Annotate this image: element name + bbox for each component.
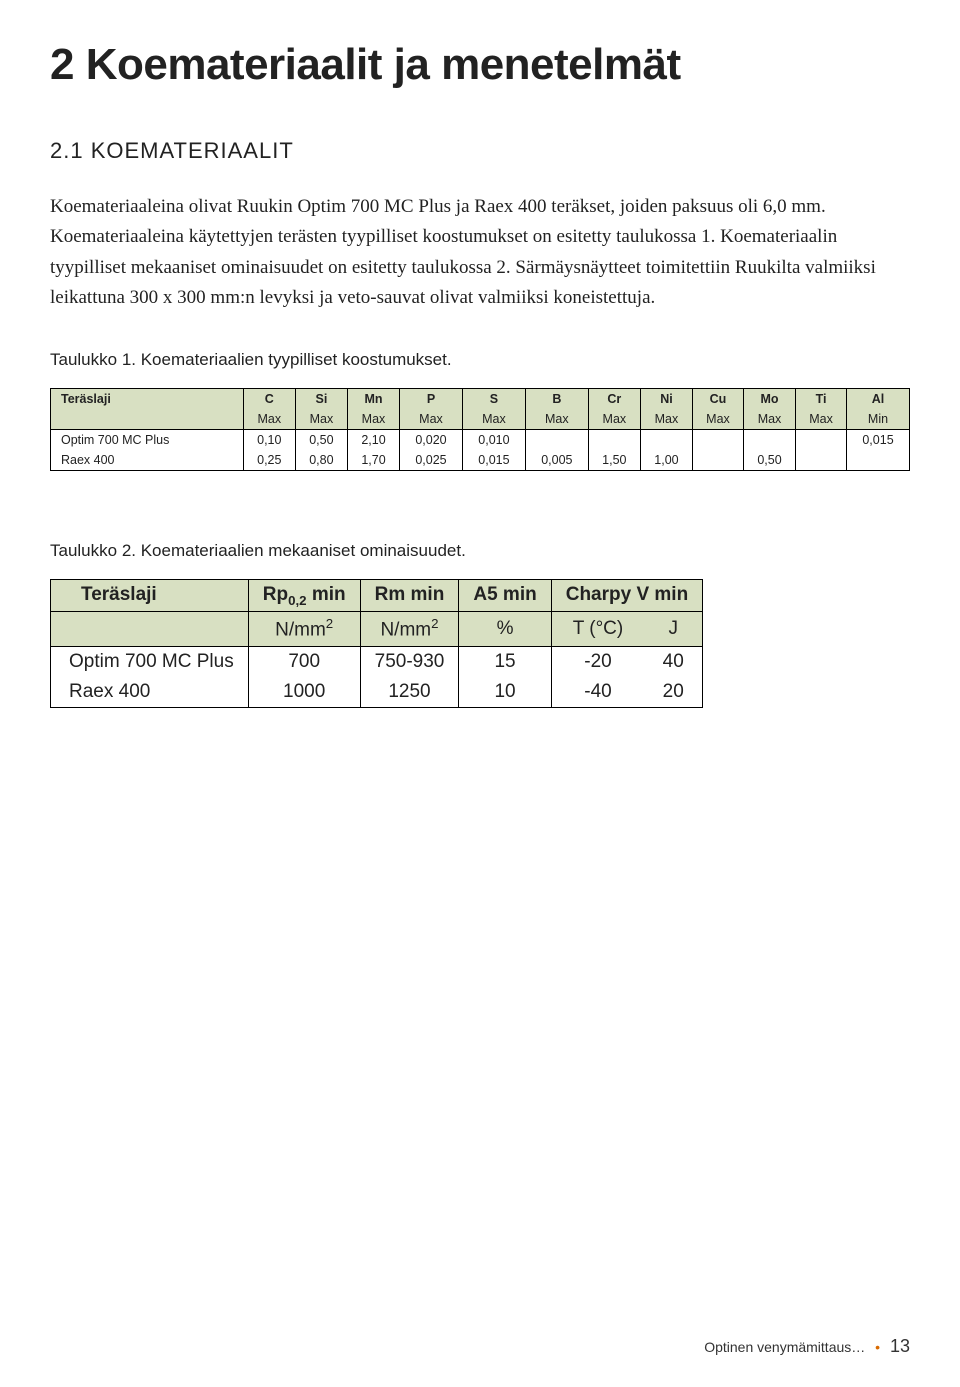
t1-unit-0 bbox=[51, 409, 244, 430]
page-footer: Optinen venymämittaus… • 13 bbox=[704, 1336, 910, 1357]
table-row: Optim 700 MC Plus 0,10 0,50 2,10 0,020 0… bbox=[51, 429, 910, 450]
table1-caption: Taulukko 1. Koemateriaalien tyypilliset … bbox=[50, 350, 910, 370]
t2-unit-2: N/mm2 bbox=[360, 612, 459, 646]
table2-mechanical: Teräslaji Rp0,2 min Rm min A5 min Charpy… bbox=[50, 579, 703, 708]
t2-unit-0 bbox=[51, 612, 249, 646]
t1-unit-4: Max bbox=[400, 409, 463, 430]
t2-col-4: Charpy V min bbox=[551, 579, 702, 612]
t2-unit-4: T (°C) bbox=[551, 612, 644, 646]
t1-col-10: Mo bbox=[743, 388, 795, 409]
t1-unit-8: Max bbox=[640, 409, 692, 430]
bullet-icon: • bbox=[875, 1339, 880, 1355]
chapter-title: 2 Koemateriaalit ja menetelmät bbox=[50, 40, 910, 90]
t1-unit-6: Max bbox=[525, 409, 588, 430]
footer-text: Optinen venymämittaus… bbox=[704, 1339, 865, 1355]
t1-col-3: Mn bbox=[347, 388, 399, 409]
t1-col-6: B bbox=[525, 388, 588, 409]
table-row: Raex 400 0,25 0,80 1,70 0,025 0,015 0,00… bbox=[51, 450, 910, 471]
t2-unit-5: J bbox=[644, 612, 702, 646]
t1-col-0: Teräslaji bbox=[51, 388, 244, 409]
page-number: 13 bbox=[890, 1336, 910, 1356]
t1-unit-12: Min bbox=[847, 409, 910, 430]
body-text: Koemateriaaleina olivat Ruukin Optim 700… bbox=[50, 192, 910, 314]
t2-col-2: Rm min bbox=[360, 579, 459, 612]
t1-col-7: Cr bbox=[588, 388, 640, 409]
table1-composition: Teräslaji C Si Mn P S B Cr Ni Cu Mo Ti A… bbox=[50, 388, 910, 471]
t1-col-8: Ni bbox=[640, 388, 692, 409]
t2-unit-3: % bbox=[459, 612, 551, 646]
t1-unit-9: Max bbox=[692, 409, 743, 430]
t1-col-5: S bbox=[462, 388, 525, 409]
t2-col-1: Rp0,2 min bbox=[248, 579, 360, 612]
section-title: 2.1 KOEMATERIAALIT bbox=[50, 138, 910, 164]
t2-col-0: Teräslaji bbox=[51, 579, 249, 612]
t1-unit-10: Max bbox=[743, 409, 795, 430]
t1-col-2: Si bbox=[295, 388, 347, 409]
t1-unit-11: Max bbox=[796, 409, 847, 430]
t1-col-12: Al bbox=[847, 388, 910, 409]
t1-col-11: Ti bbox=[796, 388, 847, 409]
t1-unit-3: Max bbox=[347, 409, 399, 430]
table-row: Raex 400 1000 1250 10 -40 20 bbox=[51, 677, 703, 708]
t1-col-4: P bbox=[400, 388, 463, 409]
t1-col-9: Cu bbox=[692, 388, 743, 409]
t1-unit-1: Max bbox=[243, 409, 295, 430]
t1-unit-5: Max bbox=[462, 409, 525, 430]
table-row: Optim 700 MC Plus 700 750-930 15 -20 40 bbox=[51, 646, 703, 677]
t1-unit-7: Max bbox=[588, 409, 640, 430]
t1-col-1: C bbox=[243, 388, 295, 409]
table2-caption: Taulukko 2. Koemateriaalien mekaaniset o… bbox=[50, 541, 910, 561]
t2-unit-1: N/mm2 bbox=[248, 612, 360, 646]
t1-unit-2: Max bbox=[295, 409, 347, 430]
t2-col-3: A5 min bbox=[459, 579, 551, 612]
